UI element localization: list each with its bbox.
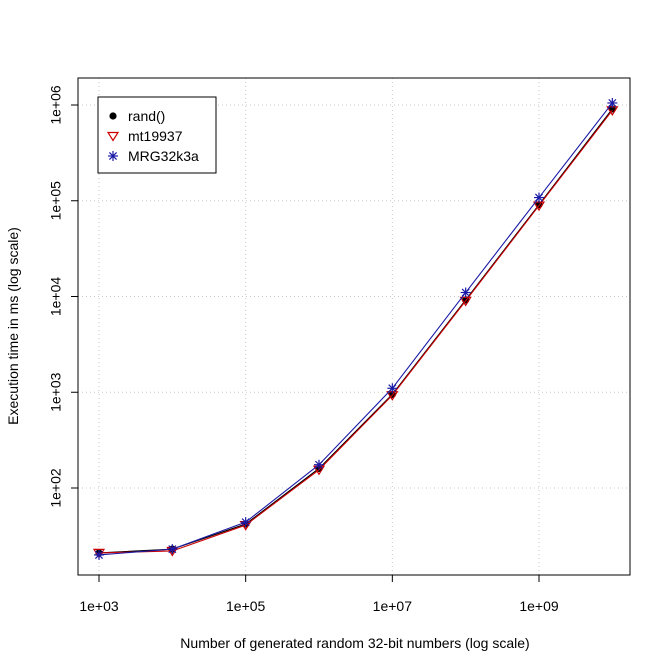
x-axis-title: Number of generated random 32-bit number… bbox=[180, 635, 529, 651]
data-point bbox=[240, 517, 251, 528]
y-tick-label: 1e+06 bbox=[48, 85, 64, 125]
y-tick-label: 1e+03 bbox=[48, 372, 64, 412]
data-point bbox=[314, 459, 324, 470]
x-tick-label: 1e+07 bbox=[373, 598, 413, 614]
legend-marker bbox=[108, 151, 118, 161]
data-point bbox=[607, 97, 618, 108]
legend: rand() mt19937 MRG32k3a bbox=[97, 96, 217, 174]
legend-marker bbox=[106, 131, 120, 142]
x-axis: 1e+03 1e+05 1e+07 1e+09 bbox=[79, 575, 559, 614]
y-tick-label: 1e+02 bbox=[48, 468, 64, 508]
legend-label: rand() bbox=[128, 108, 165, 124]
y-tick-label: 1e+04 bbox=[48, 277, 64, 317]
data-point bbox=[167, 544, 178, 555]
data-point bbox=[94, 549, 104, 560]
x-tick-label: 1e+05 bbox=[226, 598, 266, 614]
series-layer bbox=[92, 97, 619, 560]
series-line bbox=[98, 108, 613, 554]
data-point bbox=[92, 548, 106, 559]
legend-box bbox=[97, 96, 217, 174]
series-mrg32k3a bbox=[94, 97, 618, 560]
y-axis-title: Execution time in ms (log scale) bbox=[5, 227, 21, 425]
x-tick-label: 1e+09 bbox=[519, 598, 559, 614]
x-tick-label: 1e+03 bbox=[79, 598, 119, 614]
legend-label: mt19937 bbox=[128, 128, 183, 144]
data-point bbox=[460, 287, 471, 298]
legend-marker bbox=[109, 112, 117, 120]
data-point bbox=[387, 383, 398, 394]
legend-label: MRG32k3a bbox=[128, 148, 199, 164]
y-axis: 1e+02 1e+03 1e+04 1e+05 1e+06 bbox=[48, 85, 78, 508]
plot-frame bbox=[77, 77, 631, 576]
series-line bbox=[98, 109, 613, 554]
y-tick-label: 1e+05 bbox=[48, 181, 64, 221]
data-point bbox=[534, 192, 544, 203]
series-line bbox=[98, 102, 613, 556]
